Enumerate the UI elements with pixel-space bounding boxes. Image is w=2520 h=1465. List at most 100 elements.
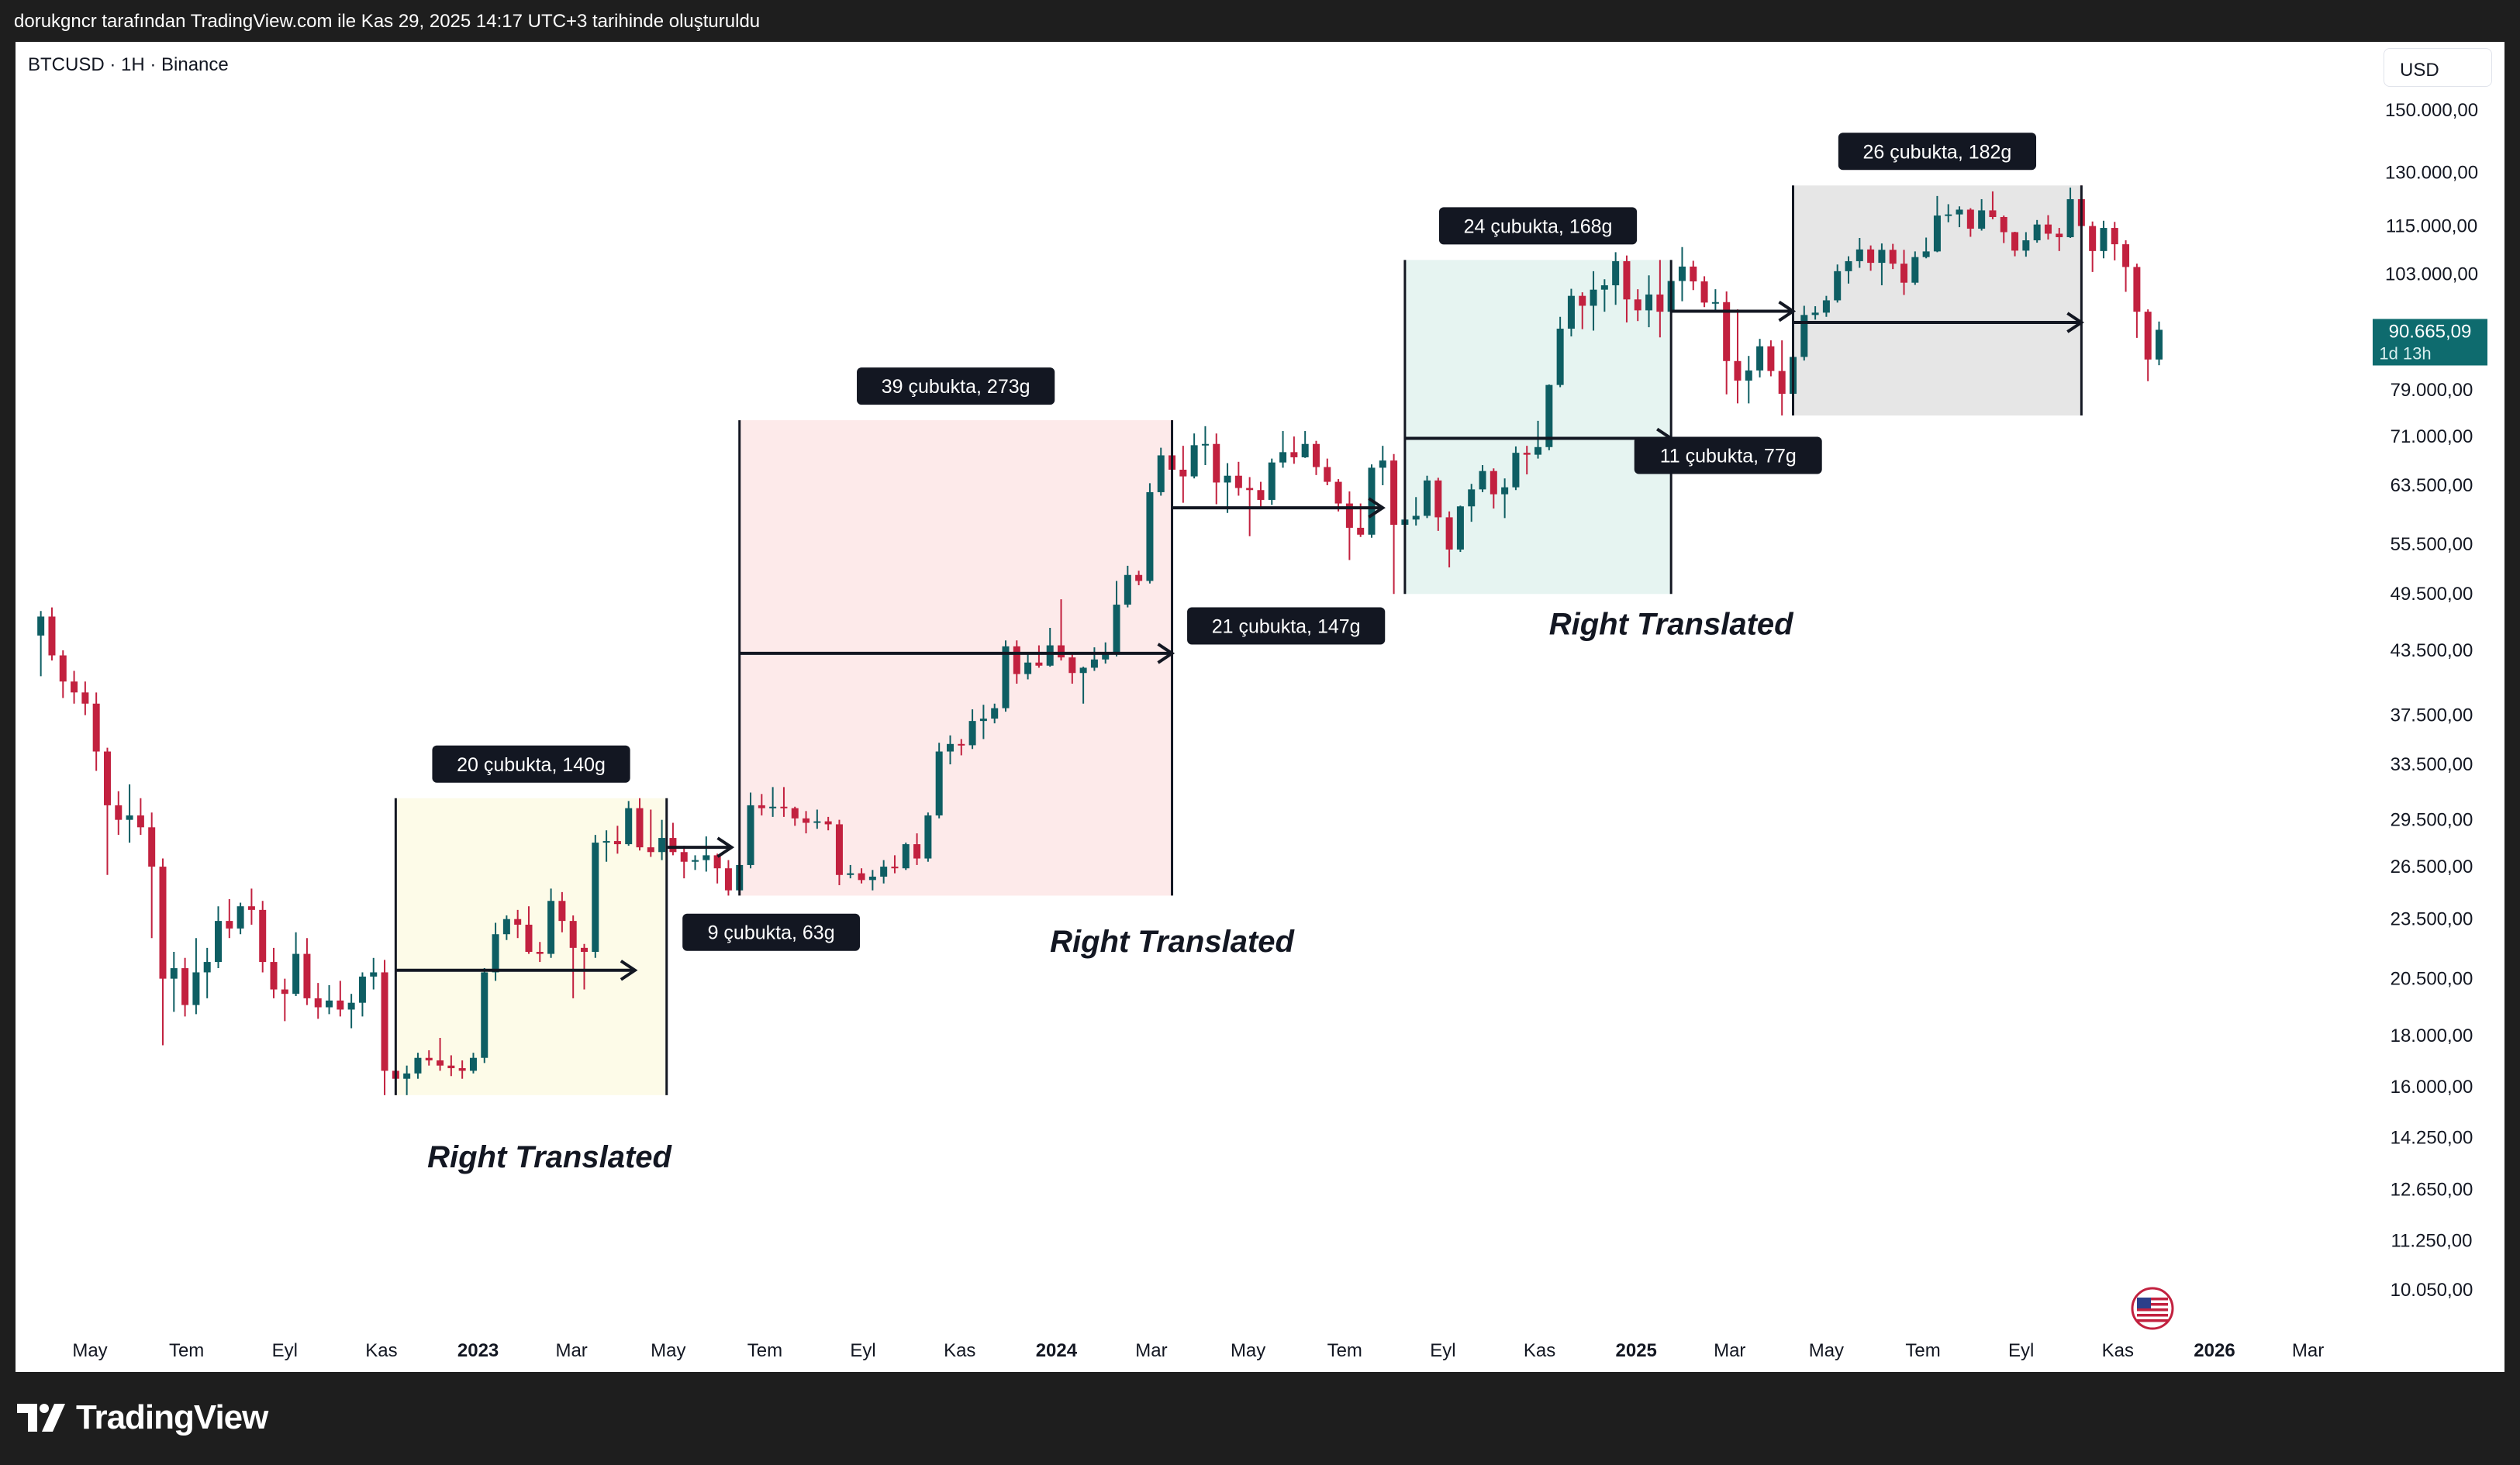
candle-body — [968, 721, 976, 746]
candle — [1424, 475, 1431, 519]
candle — [1390, 453, 1398, 595]
candle-body — [1956, 209, 1963, 215]
candle — [437, 1037, 444, 1071]
candle-body — [370, 972, 378, 977]
candle-body — [1645, 294, 1653, 311]
candle — [1855, 237, 1863, 268]
candle — [1600, 279, 1608, 312]
candle — [1068, 653, 1076, 684]
candle — [1090, 647, 1098, 671]
candle-body — [2144, 312, 2152, 360]
candle — [1079, 667, 1087, 704]
time-tick-label: Eyl — [2008, 1340, 2034, 1361]
candle — [647, 809, 654, 857]
candle — [1279, 431, 1287, 468]
candle-body — [1834, 271, 1842, 301]
candle-body — [259, 909, 267, 963]
candle-body — [1523, 453, 1531, 455]
sub-range-label-zone3-bg — [1634, 436, 1822, 474]
candle — [281, 978, 288, 1022]
currency-button[interactable]: USD — [2384, 48, 2492, 87]
candle — [1545, 384, 1553, 450]
candle — [1046, 627, 1054, 667]
candle-body — [236, 906, 244, 929]
candle — [1989, 191, 1997, 219]
candle-body — [1157, 455, 1165, 492]
range-arrow-head — [2066, 312, 2084, 333]
candle — [758, 794, 765, 815]
candle — [2111, 222, 2118, 260]
candle — [425, 1050, 433, 1066]
candle-body — [647, 847, 654, 853]
candle-body — [2089, 226, 2097, 251]
time-tick-label: Eyl — [1430, 1340, 1455, 1361]
candle — [803, 811, 810, 834]
candle — [1002, 640, 1010, 712]
price-tick-label: 37.500,00 — [2391, 705, 2473, 726]
candle — [1623, 255, 1631, 323]
pattern-caption-zone2: Right Translated — [1050, 925, 1295, 959]
candle-body — [1811, 312, 1819, 315]
candle — [2133, 264, 2141, 338]
candle — [1512, 446, 1520, 491]
candlestick-chart[interactable]: 20 çubukta, 140g 9 çubukta, 63g Right Tran… — [16, 42, 2504, 1372]
candle — [1379, 446, 1386, 486]
range-label-zone1-bg — [432, 745, 630, 783]
candle — [991, 703, 999, 724]
candle-body — [481, 972, 488, 1058]
candle — [303, 938, 311, 1005]
candle — [2056, 228, 2063, 251]
candle — [370, 957, 378, 990]
candle — [1590, 271, 1597, 331]
range-label-zone3-text: 24 çubukta, 168g — [1464, 215, 1613, 237]
candle-body — [1623, 260, 1631, 300]
chart-panel[interactable]: 20 çubukta, 140g 9 çubukta, 63g Right Tran… — [16, 42, 2504, 1372]
candle — [1213, 433, 1220, 505]
tradingview-logo[interactable]: TradingView — [17, 1398, 268, 1437]
symbol-label[interactable]: BTCUSD · 1H · Binance — [28, 54, 229, 75]
candle — [580, 943, 588, 990]
brand-name: TradingView — [76, 1398, 268, 1436]
candle-body — [247, 906, 255, 910]
us-flag-icon[interactable] — [2131, 1287, 2174, 1330]
candle — [1822, 295, 1830, 317]
candle — [1745, 356, 1752, 404]
price-axis: 150.000,00 130.000,00 115.000,00 103.000,00… — [2373, 100, 2487, 1301]
time-tick-label: Kas — [2102, 1340, 2134, 1361]
candle — [292, 932, 300, 997]
candle-body — [1456, 506, 1464, 550]
candle-body — [880, 867, 888, 877]
time-tick-label: May — [1231, 1340, 1265, 1361]
time-axis: May Tem Eyl Kas 2023 Mar May Tem Eyl Kas 2024 Mar Ma… — [72, 1340, 2324, 1361]
candle — [569, 915, 577, 998]
price-tick-label: 43.500,00 — [2391, 640, 2473, 661]
candle-body — [1479, 471, 1486, 490]
candle-body — [2022, 240, 2030, 251]
candle-body — [1324, 467, 1331, 482]
candle — [1978, 198, 1986, 231]
candle-body — [1246, 488, 1254, 491]
candle-body — [469, 1057, 477, 1071]
sub-range-label-zone3: 11 çubukta, 77g — [1634, 436, 1822, 474]
candle — [181, 957, 189, 1017]
candle-body — [2111, 228, 2118, 245]
candle-body — [1301, 443, 1309, 457]
candle-body — [958, 743, 965, 746]
candle-body — [536, 951, 544, 954]
price-tick-label: 103.000,00 — [2385, 264, 2478, 285]
candle-body — [226, 921, 233, 929]
candle-body — [326, 1000, 333, 1008]
candle — [1911, 251, 1919, 285]
candle-body — [2155, 329, 2163, 360]
candle-body — [1090, 659, 1098, 668]
candle-body — [447, 1065, 455, 1069]
candle-body — [347, 1002, 355, 1010]
time-tick-label: 2024 — [1036, 1340, 1078, 1361]
candle-body — [358, 976, 366, 1003]
candle-body — [780, 806, 788, 808]
candle-body — [170, 968, 178, 979]
candle-body — [747, 805, 754, 865]
candle-body — [1634, 299, 1641, 311]
candle — [636, 798, 644, 851]
